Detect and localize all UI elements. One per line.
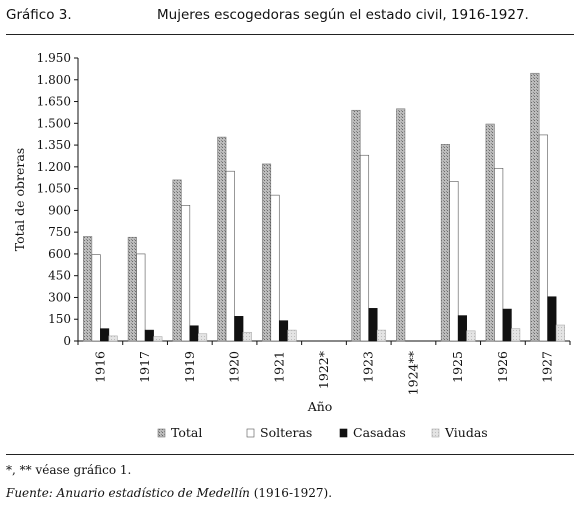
y-tick-label: 1.200 — [37, 160, 71, 174]
bar-viudas — [376, 329, 387, 342]
legend-swatch-total — [157, 428, 166, 438]
bar-total — [440, 144, 450, 342]
bar-viudas — [242, 331, 252, 342]
y-tick-label: 1.050 — [37, 182, 71, 196]
y-tick-label: 150 — [48, 312, 71, 326]
x-tick-label: 1916 — [92, 351, 107, 383]
legend-label-total: Total — [171, 425, 202, 440]
legend-label-solteras: Solteras — [260, 425, 312, 440]
bar-total — [396, 108, 406, 342]
y-tick-label: 900 — [48, 203, 71, 217]
bar-total — [261, 163, 272, 342]
bar-solteras — [359, 154, 370, 342]
x-tick-label: 1926 — [495, 351, 510, 383]
y-axis-title: Total de obreras — [12, 148, 27, 251]
legend-label-viudas: Viudas — [444, 425, 488, 440]
y-tick-label: 450 — [48, 269, 71, 283]
legend-swatch-viudas — [431, 428, 440, 438]
bar-solteras — [494, 167, 504, 342]
x-tick-label: 1927 — [540, 351, 555, 383]
figure-label: Gráfico 3. — [6, 7, 72, 23]
x-tick-label: 1925 — [450, 351, 465, 383]
footnote: *, ** véase gráfico 1. — [6, 463, 132, 477]
bar-casadas — [368, 308, 378, 342]
figure-header: Gráfico 3. Mujeres escogedoras según el … — [0, 5, 580, 27]
bar-viudas — [108, 335, 118, 342]
x-tick-label: 1917 — [137, 351, 152, 383]
bar-casadas — [189, 325, 199, 342]
source-line: Fuente: Anuario estadístico de Medellín … — [6, 486, 332, 500]
bar-casadas — [278, 320, 289, 342]
bar-casadas — [234, 316, 244, 342]
bar-total — [172, 179, 182, 342]
bar-total — [217, 136, 227, 342]
legend-swatch-solteras — [246, 428, 255, 438]
bar-solteras — [225, 170, 235, 342]
y-tick-label: 1.650 — [37, 95, 71, 109]
y-tick-label: 750 — [48, 225, 71, 239]
bar-viudas — [153, 336, 163, 342]
bar-casadas — [502, 308, 512, 342]
y-tick-label: 1.800 — [37, 73, 71, 87]
x-tick-label: 1919 — [182, 351, 197, 383]
y-tick-label: 0 — [63, 334, 71, 348]
x-tick-label: 1923 — [361, 351, 376, 383]
bar-solteras — [91, 254, 101, 342]
x-axis-title: Año — [307, 399, 333, 414]
y-tick-label: 600 — [48, 247, 71, 261]
source-label: Fuente: Anuario estadístico de Medellín — [6, 486, 250, 500]
legend-label-casadas: Casadas — [353, 425, 406, 440]
figure-title: Mujeres escogedoras según el estado civi… — [157, 7, 529, 23]
bar-viudas — [198, 333, 208, 342]
bar-viudas — [287, 329, 297, 342]
bar-casadas — [100, 328, 110, 342]
x-tick-label: 1924** — [405, 350, 420, 395]
bar-total — [83, 236, 93, 342]
bar-viudas — [511, 328, 521, 342]
bottom-rule — [6, 454, 574, 455]
y-tick-label: 1.500 — [37, 116, 71, 130]
bar-viudas — [555, 324, 565, 342]
x-tick-label: 1921 — [271, 351, 286, 383]
bar-solteras — [449, 181, 459, 342]
bar-chart: 0 150 300 450 600 750 900 1.050 1.200 1.350 1.500 1… — [12, 51, 571, 440]
bar-solteras — [136, 253, 146, 342]
top-rule — [6, 34, 574, 35]
bar-casadas — [457, 315, 467, 342]
x-tick-label: 1922* — [316, 350, 331, 389]
bar-solteras — [538, 134, 548, 342]
bar-total — [127, 236, 137, 342]
legend-swatch-casadas — [339, 428, 348, 438]
y-tick-label: 1.350 — [37, 138, 71, 152]
bar-solteras — [181, 205, 191, 342]
x-tick-label: 1920 — [227, 351, 242, 383]
bar-total — [530, 72, 540, 342]
bar-viudas — [466, 330, 476, 342]
y-tick-label: 1.950 — [37, 51, 71, 65]
source-years: (1916-1927). — [249, 486, 333, 500]
bar-total — [485, 123, 495, 342]
bar-total — [351, 109, 361, 342]
y-tick-label: 300 — [48, 290, 71, 304]
bar-casadas — [144, 329, 154, 342]
bar-casadas — [547, 296, 557, 342]
bar-solteras — [270, 194, 280, 342]
